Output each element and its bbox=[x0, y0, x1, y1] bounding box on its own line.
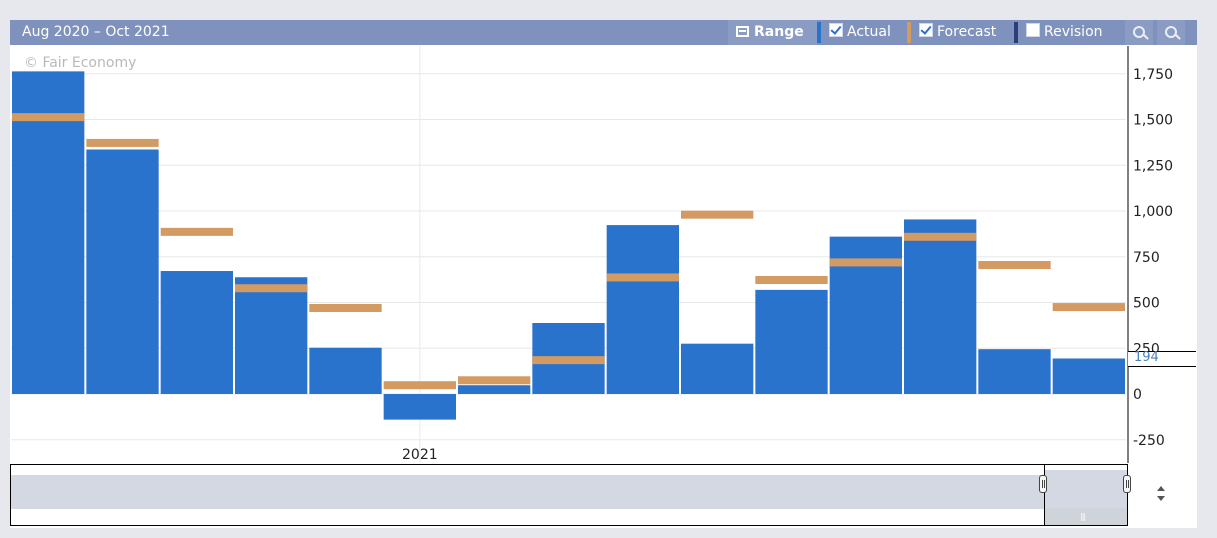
navigator-right-handle[interactable] bbox=[1123, 475, 1131, 493]
scrollbar-grip-icon: ||| bbox=[1080, 512, 1086, 521]
y-tick-label: 0 bbox=[1133, 387, 1142, 403]
actual-color-marker bbox=[817, 22, 821, 43]
navigator-series-area bbox=[11, 475, 1044, 509]
zoom-out-icon bbox=[1165, 26, 1177, 38]
actual-bar bbox=[904, 219, 977, 394]
actual-bar bbox=[383, 394, 456, 420]
calendar-icon bbox=[736, 26, 749, 37]
actual-bar bbox=[458, 385, 531, 394]
actual-toggle[interactable]: Actual bbox=[821, 20, 907, 45]
revision-color-marker bbox=[1014, 22, 1018, 43]
actual-bar bbox=[86, 149, 159, 394]
y-tick-label: 500 bbox=[1133, 296, 1160, 312]
zoom-out-button[interactable] bbox=[1157, 20, 1185, 45]
range-label: Range bbox=[754, 24, 804, 40]
watermark-text: © Fair Economy bbox=[24, 55, 137, 71]
chart-toolbar: Aug 2020 – Oct 2021 Range Actual Forecas… bbox=[10, 20, 1197, 45]
forecast-marker bbox=[235, 284, 308, 293]
actual-bar bbox=[606, 225, 679, 394]
forecast-marker bbox=[383, 381, 456, 390]
forecast-marker bbox=[309, 303, 382, 312]
y-tick-label: 1,750 bbox=[1133, 67, 1173, 83]
date-range-title: Aug 2020 – Oct 2021 bbox=[22, 24, 170, 40]
actual-label: Actual bbox=[847, 24, 891, 40]
navigator-window-series bbox=[1045, 470, 1127, 508]
revision-checkbox[interactable] bbox=[1026, 23, 1040, 37]
actual-bar bbox=[309, 347, 382, 394]
forecast-label: Forecast bbox=[937, 24, 997, 40]
forecast-color-marker bbox=[907, 22, 911, 43]
forecast-marker bbox=[160, 227, 233, 236]
current-value-label: 194 bbox=[1134, 350, 1159, 365]
forecast-marker bbox=[86, 138, 159, 147]
x-year-label: 2021 bbox=[402, 447, 438, 463]
zoom-in-button[interactable] bbox=[1125, 20, 1153, 45]
forecast-marker bbox=[755, 275, 828, 284]
forecast-marker bbox=[606, 273, 679, 282]
actual-checkbox[interactable] bbox=[829, 23, 843, 37]
y-tick-label: 1,500 bbox=[1133, 113, 1173, 129]
actual-bar bbox=[755, 289, 828, 394]
actual-bar bbox=[978, 349, 1051, 394]
forecast-marker bbox=[532, 356, 605, 365]
actual-bar bbox=[160, 271, 233, 394]
forecast-marker bbox=[681, 210, 754, 219]
actual-bar bbox=[12, 71, 85, 394]
forecast-marker bbox=[1052, 303, 1125, 312]
forecast-marker bbox=[458, 376, 531, 385]
forecast-marker bbox=[12, 113, 85, 122]
actual-bar bbox=[235, 277, 308, 394]
current-value-box bbox=[1128, 351, 1196, 367]
forecast-marker bbox=[904, 232, 977, 241]
navigator-left-handle[interactable] bbox=[1039, 475, 1047, 493]
forecast-marker bbox=[978, 260, 1051, 269]
forecast-checkbox[interactable] bbox=[919, 23, 933, 37]
y-tick-label: 750 bbox=[1133, 250, 1160, 266]
chevron-up-icon bbox=[1157, 486, 1165, 491]
chevron-down-icon bbox=[1157, 496, 1165, 501]
expand-collapse-button[interactable] bbox=[1152, 484, 1172, 506]
y-tick-label: 1,000 bbox=[1133, 204, 1173, 220]
actual-bar bbox=[681, 343, 754, 394]
range-button[interactable]: Range bbox=[728, 20, 817, 45]
zoom-in-icon bbox=[1133, 26, 1145, 38]
y-tick-label: 1,250 bbox=[1133, 158, 1173, 174]
y-tick-label: -250 bbox=[1133, 433, 1165, 449]
forecast-toggle[interactable]: Forecast bbox=[911, 20, 1014, 45]
forecast-marker bbox=[829, 258, 902, 267]
revision-toggle[interactable]: Revision bbox=[1018, 20, 1121, 45]
navigator-scrollbar[interactable] bbox=[1045, 508, 1127, 525]
revision-label: Revision bbox=[1044, 24, 1103, 40]
actual-bar bbox=[1052, 358, 1125, 394]
